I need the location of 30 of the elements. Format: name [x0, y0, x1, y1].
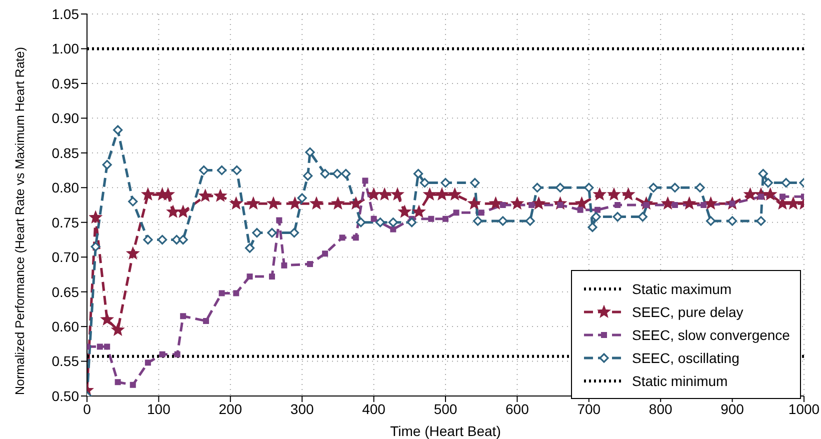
legend-label: SEEC, slow convergence: [632, 326, 790, 342]
y-tick-label: 0.55: [52, 353, 80, 370]
legend-label: SEEC, oscillating: [632, 350, 740, 366]
x-tick-label: 300: [290, 400, 314, 417]
y-tick-label: 0.95: [52, 75, 80, 92]
y-tick-label: 0.60: [52, 318, 80, 335]
y-tick-label: 1.00: [52, 40, 80, 57]
x-tick-label: 600: [506, 400, 530, 417]
x-tick-label: 0: [83, 400, 92, 417]
y-tick-label: 0.65: [52, 284, 80, 300]
x-tick-label: 800: [648, 400, 672, 417]
y-tick-label: 0.70: [52, 249, 80, 266]
y-axis-title: Normalized Performance (Heart Rate vs Maximum Heart Rate): [13, 46, 27, 396]
x-tick-label: 100: [147, 400, 171, 417]
x-tick-label: 400: [362, 400, 386, 417]
y-tick-label: 0.50: [52, 388, 80, 404]
y-tick-label: 0.80: [52, 180, 80, 196]
x-axis-title: Time (Heart Beat): [390, 423, 501, 439]
y-tick-label: 0.75: [52, 214, 80, 230]
x-tick-label: 500: [434, 400, 458, 417]
x-tick-label: 700: [577, 400, 601, 417]
x-tick-label: 900: [720, 400, 744, 417]
x-tick-label: 1000: [788, 400, 820, 417]
y-tick-label: 0.90: [52, 110, 80, 126]
legend-label: Static maximum: [632, 280, 732, 296]
y-tick-label: 1.05: [52, 6, 80, 22]
legend-label: Static minimum: [632, 372, 728, 388]
y-tick-label: 0.85: [52, 144, 80, 161]
legend-label: SEEC, pure delay: [632, 304, 744, 320]
x-tick-label: 200: [218, 400, 242, 417]
